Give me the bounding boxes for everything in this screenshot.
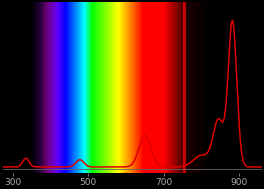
Bar bbox=[200, 2, 201, 173]
Bar bbox=[183, 2, 185, 173]
Bar bbox=[187, 2, 188, 173]
Bar bbox=[196, 2, 197, 173]
Bar bbox=[203, 2, 204, 173]
Bar bbox=[208, 2, 209, 173]
Bar bbox=[185, 2, 186, 173]
Bar bbox=[204, 2, 205, 173]
Bar bbox=[195, 2, 196, 173]
Bar bbox=[206, 2, 207, 173]
Bar bbox=[202, 2, 203, 173]
Bar bbox=[190, 2, 191, 173]
Bar bbox=[207, 2, 208, 173]
Bar bbox=[198, 2, 199, 173]
Bar bbox=[189, 2, 190, 173]
Bar bbox=[186, 2, 187, 173]
Bar bbox=[201, 2, 202, 173]
Bar bbox=[193, 2, 194, 173]
Bar bbox=[199, 2, 200, 173]
Bar bbox=[192, 2, 193, 173]
Bar bbox=[188, 2, 189, 173]
Bar bbox=[197, 2, 198, 173]
Bar bbox=[194, 2, 195, 173]
Bar bbox=[191, 2, 192, 173]
Bar bbox=[205, 2, 206, 173]
